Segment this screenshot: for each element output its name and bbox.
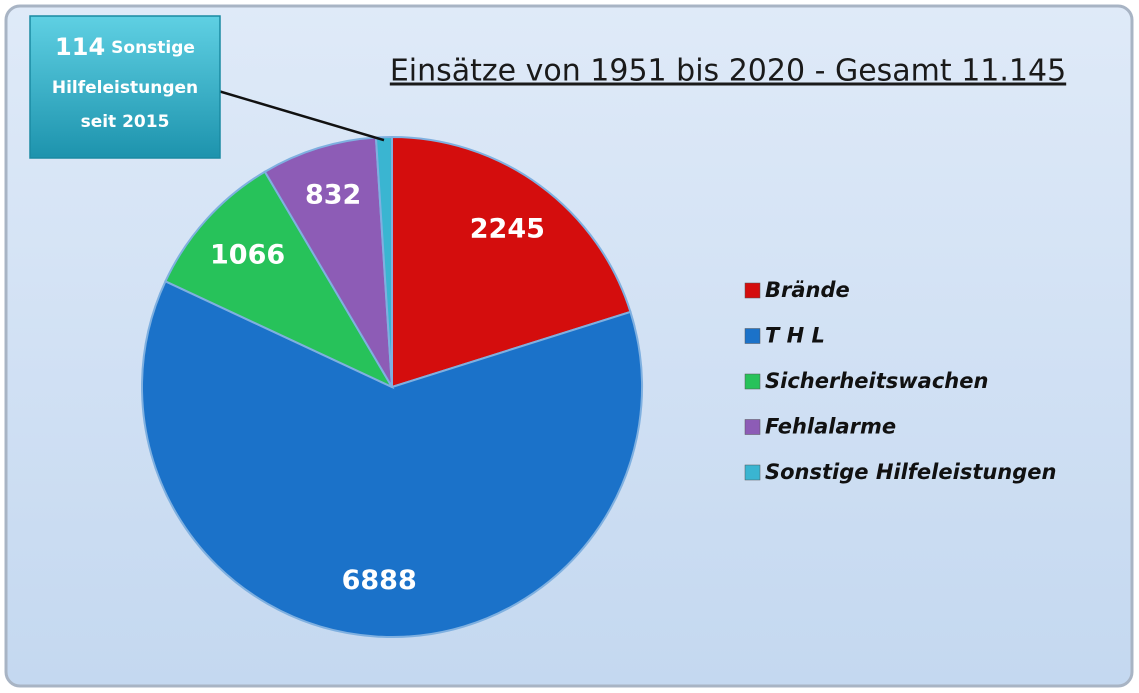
annotation-text: 114 Sonstige [55, 33, 195, 61]
legend-label: Fehlalarme [765, 415, 896, 439]
chart-title: Einsätze von 1951 bis 2020 - Gesamt 11.1… [390, 54, 1066, 89]
data-label: 2245 [470, 213, 545, 244]
data-label: 1066 [210, 239, 285, 270]
pie-slice [164, 170, 395, 390]
annotation-line: Sonstige [111, 38, 195, 58]
data-label: 6888 [342, 565, 417, 596]
legend-swatch [744, 282, 761, 299]
legend-swatch [744, 373, 761, 390]
pie-slice [391, 135, 632, 389]
legend-label: T H L [765, 324, 825, 348]
pie-slice [141, 279, 643, 638]
annotation-text: seit 2015 [81, 112, 170, 132]
data-label: 114 [55, 33, 105, 61]
annotation-box [29, 15, 221, 159]
data-label: 832 [305, 179, 361, 210]
legend-label: Sicherheitswachen [765, 369, 988, 393]
leader-line [214, 88, 385, 142]
legend-label: Sonstige Hilfeleistungen [765, 460, 1056, 484]
legend-swatch [744, 328, 761, 344]
legend-swatch [744, 464, 761, 481]
annotation-text: Hilfeleistungen [52, 78, 198, 98]
legend-label: Brände [765, 278, 850, 302]
legend-swatch [744, 419, 761, 435]
